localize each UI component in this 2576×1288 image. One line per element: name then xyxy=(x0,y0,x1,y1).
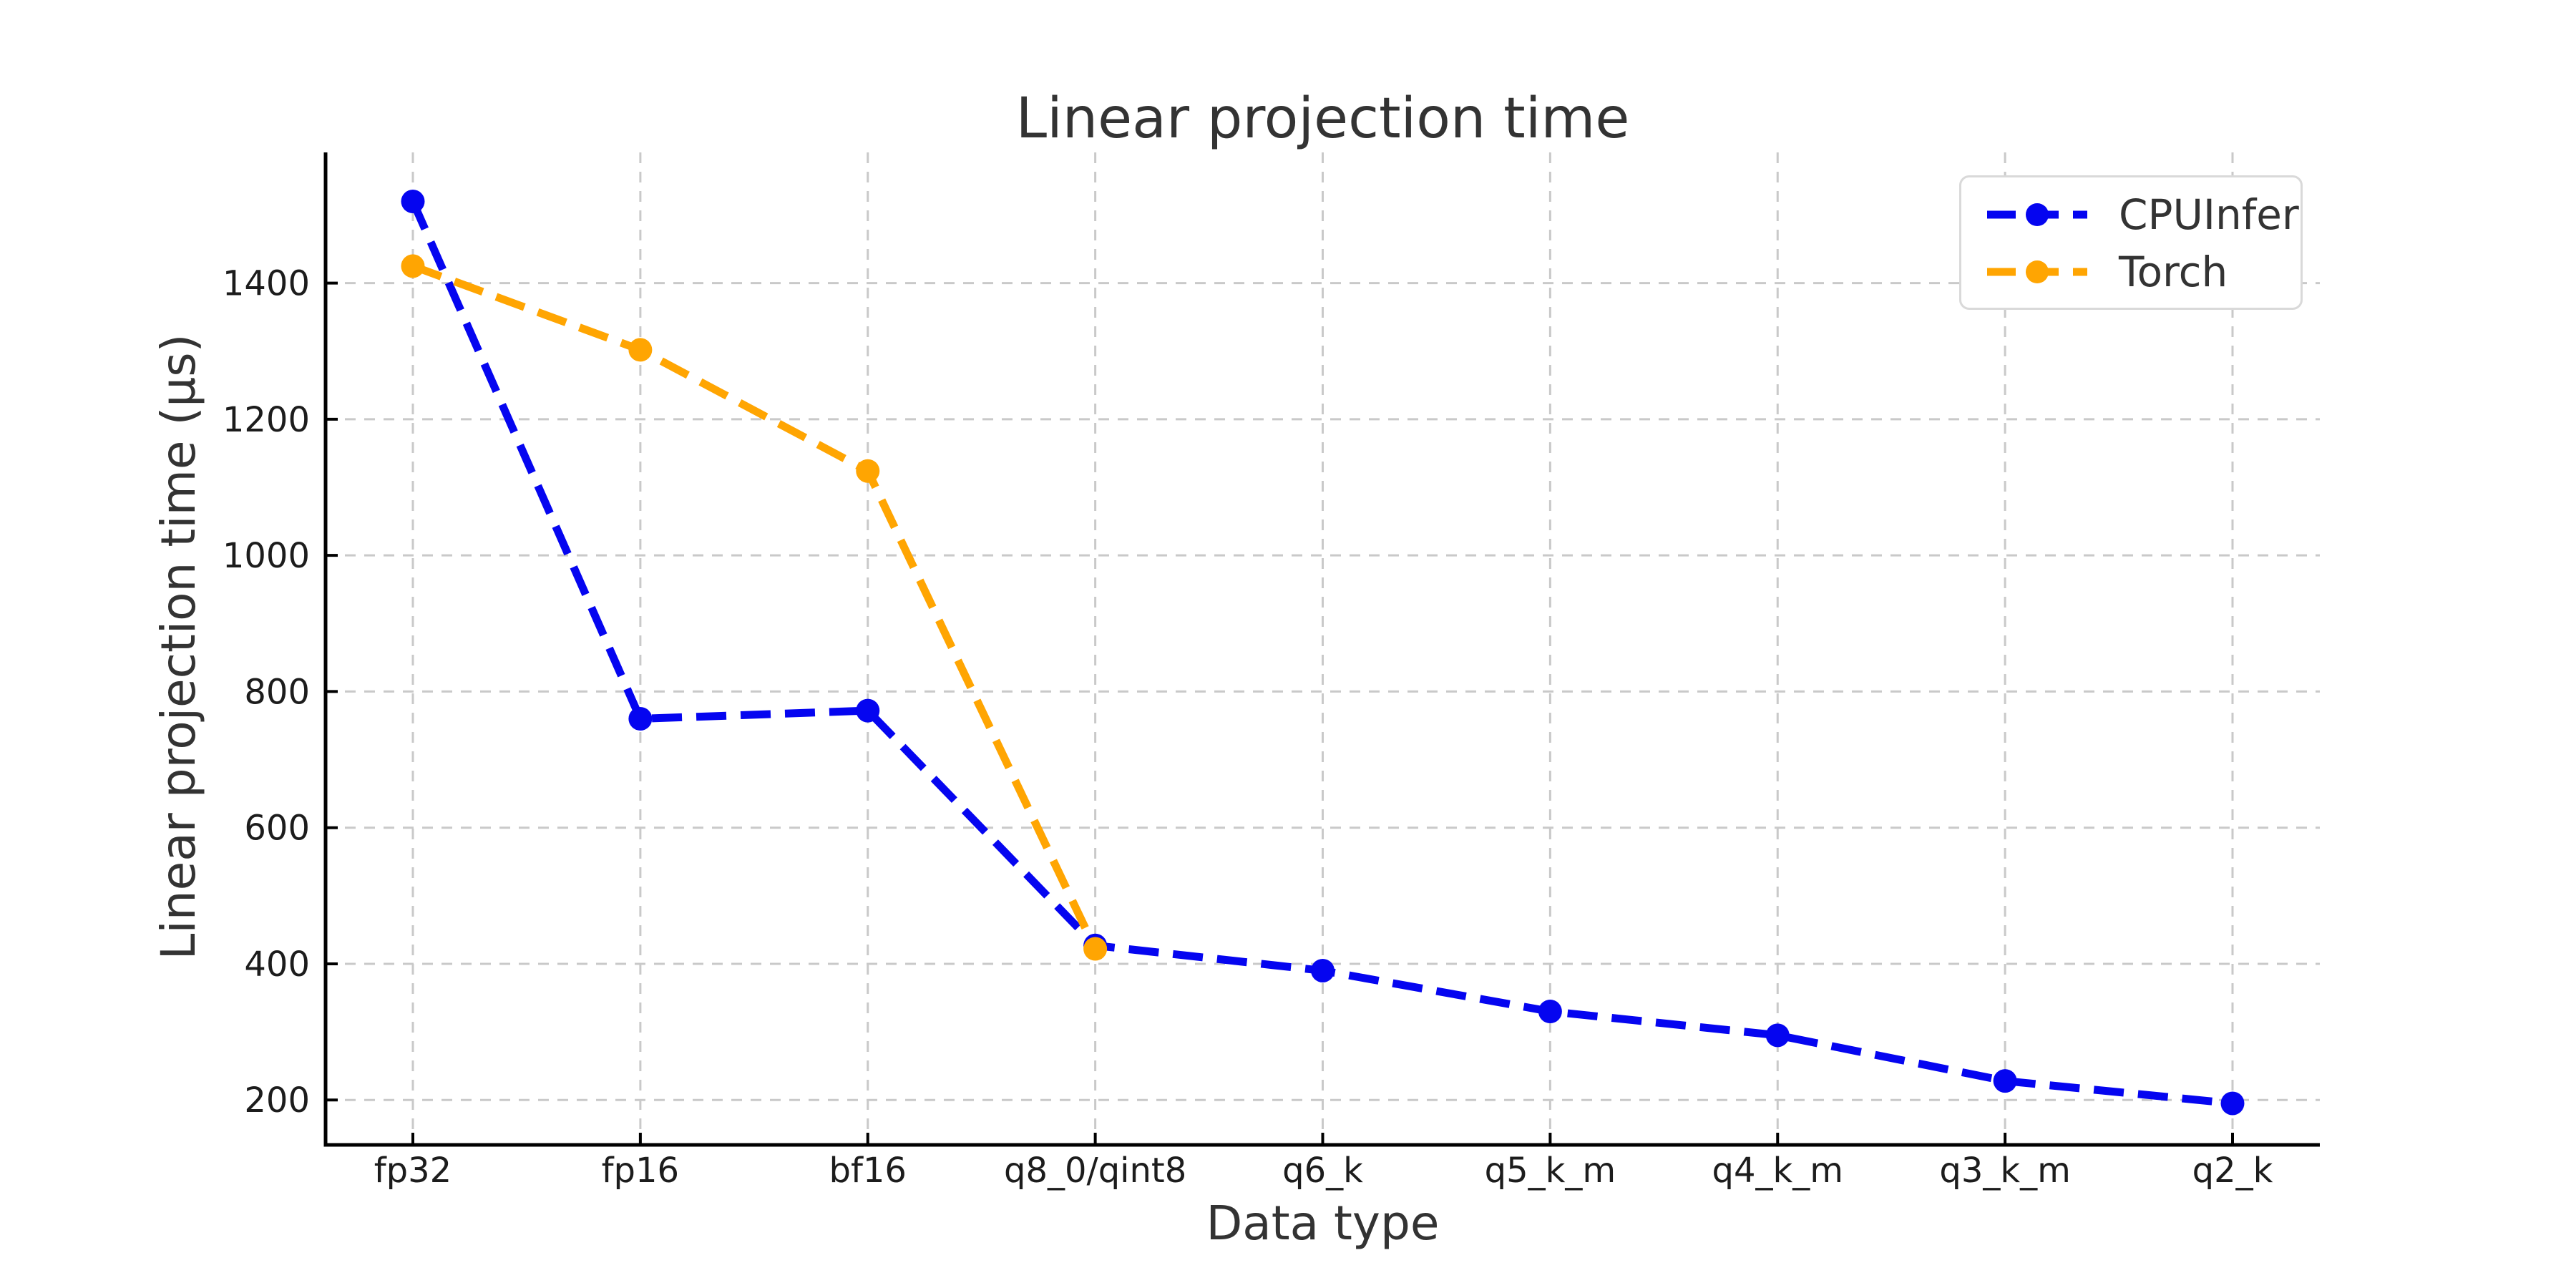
x-tick-label: bf16 xyxy=(829,1151,907,1191)
data-point-cpuinfer-q2_k xyxy=(2220,1091,2245,1116)
x-tick-label: q3_k_m xyxy=(1939,1151,2071,1191)
series-line-torch xyxy=(411,262,1099,951)
legend-line-marker-sample xyxy=(1987,260,2087,283)
data-point-cpuinfer-fp16 xyxy=(628,706,653,731)
legend-row-cpuinfer: CPUInfer xyxy=(1987,186,2301,243)
y-tick-label: 600 xyxy=(244,809,310,849)
x-tick-label: q5_k_m xyxy=(1485,1151,1616,1191)
data-point-cpuinfer-q6_k xyxy=(1311,958,1335,982)
data-point-cpuinfer-q4_k_m xyxy=(1765,1023,1790,1048)
data-point-torch-bf16 xyxy=(856,459,880,483)
chart-title: Linear projection time xyxy=(1015,87,1630,151)
legend-label: CPUInfer xyxy=(2119,190,2299,239)
data-point-cpuinfer-q5_k_m xyxy=(1538,1000,1562,1024)
x-tick-label: q2_k xyxy=(2192,1151,2273,1191)
x-tick-label: fp16 xyxy=(602,1151,679,1191)
x-tick-label: q6_k xyxy=(1282,1151,1363,1191)
y-tick-label: 400 xyxy=(244,945,310,985)
data-point-torch-fp16 xyxy=(628,338,653,362)
legend-row-torch: Torch xyxy=(1987,243,2301,301)
y-axis-label: Linear projection time (µs) xyxy=(151,333,206,960)
legend-line-marker-sample xyxy=(1987,203,2087,226)
legend-marker-dot xyxy=(2026,260,2049,283)
y-tick-label: 1400 xyxy=(223,264,310,304)
data-point-cpuinfer-bf16 xyxy=(856,698,880,723)
y-tick-label: 1200 xyxy=(223,400,310,440)
y-tick-label: 1000 xyxy=(223,536,310,576)
data-point-torch-fp32 xyxy=(401,254,425,278)
legend: CPUInfer Torch xyxy=(1959,175,2303,310)
legend-label: Torch xyxy=(2119,248,2228,296)
data-point-cpuinfer-fp32 xyxy=(401,189,425,213)
x-axis-label: Data type xyxy=(1206,1196,1440,1251)
x-tick-label: fp32 xyxy=(374,1151,452,1191)
data-point-cpuinfer-q3_k_m xyxy=(1993,1069,2017,1093)
y-tick-label: 800 xyxy=(244,672,310,712)
x-tick-label: q8_0/qint8 xyxy=(1004,1151,1186,1191)
y-tick-label: 200 xyxy=(244,1080,310,1121)
x-tick-label: q4_k_m xyxy=(1712,1151,1843,1191)
legend-marker-dot xyxy=(2026,203,2049,226)
data-point-torch-q8_0/qint8 xyxy=(1083,937,1108,961)
